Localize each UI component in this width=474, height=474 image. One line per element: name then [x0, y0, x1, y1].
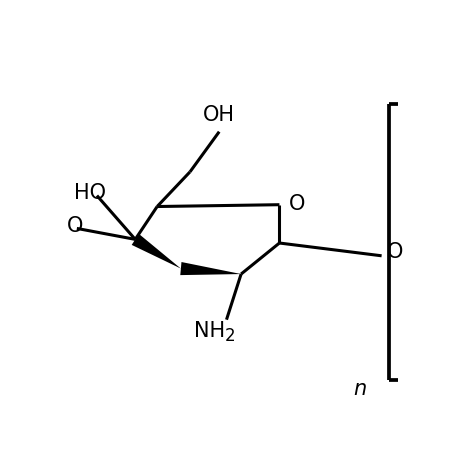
Polygon shape: [132, 234, 181, 269]
Text: OH: OH: [203, 105, 235, 125]
Text: NH: NH: [193, 321, 225, 341]
Polygon shape: [180, 262, 241, 275]
Text: n: n: [353, 379, 366, 399]
Text: O: O: [289, 193, 305, 214]
Text: O: O: [67, 216, 83, 236]
Text: 2: 2: [225, 327, 235, 345]
Text: O: O: [387, 242, 403, 262]
Text: HO: HO: [74, 182, 106, 203]
